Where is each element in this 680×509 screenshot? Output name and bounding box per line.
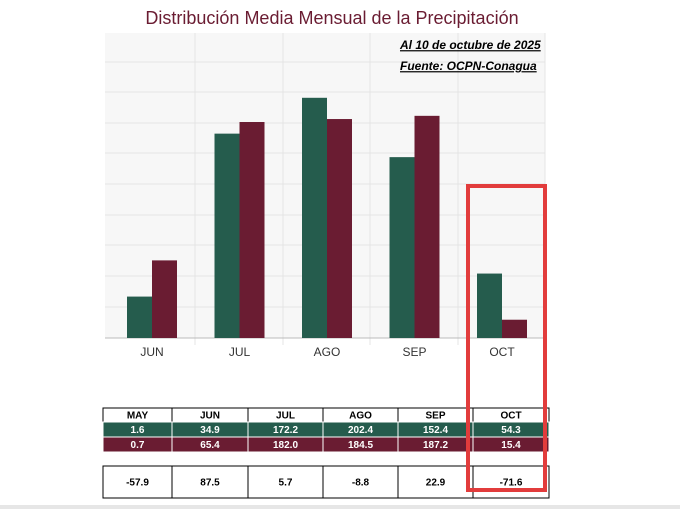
- highlight-box: [466, 184, 547, 492]
- table-header: OCT: [500, 411, 521, 422]
- bar: [389, 157, 415, 338]
- table-value: 65.4: [200, 440, 220, 451]
- bar: [152, 260, 177, 338]
- table-cell: [397, 465, 474, 499]
- table-value: -71.6: [500, 478, 523, 489]
- annotation: Al 10 de octubre de 2025: [399, 38, 541, 52]
- table-value: 187.2: [423, 440, 448, 451]
- bar: [502, 319, 527, 338]
- bars: JUN JUL AGO SEP OCT: [127, 97, 527, 359]
- table-value: 0.7: [131, 440, 145, 451]
- table-cell: [472, 436, 550, 453]
- bar: [477, 273, 502, 338]
- bar: [327, 119, 352, 338]
- table-cell: [171, 465, 249, 499]
- table-value: 1.6: [131, 425, 145, 436]
- x-tick-label: JUN: [140, 345, 163, 359]
- table-value: 87.5: [200, 478, 220, 489]
- table-value: 15.4: [501, 440, 521, 451]
- x-tick-label: SEP: [402, 345, 426, 359]
- data-table: MAY JUN JUL AGO SEP OCT 1.6 34.9 172.2 202.4 152.4…: [102, 407, 550, 499]
- table-header: JUL: [276, 411, 295, 422]
- bar: [302, 97, 327, 338]
- bottom-bar: [0, 505, 680, 509]
- table-header: AGO: [349, 411, 372, 422]
- x-tick-label: JUL: [229, 345, 251, 359]
- table-value: 172.2: [273, 425, 298, 436]
- table-value: 34.9: [200, 425, 220, 436]
- table-header: MAY: [127, 411, 149, 422]
- table-cell: [472, 465, 550, 499]
- table-cell: [322, 465, 399, 499]
- table-header: SEP: [425, 411, 445, 422]
- annotation: Fuente: OCPN-Conagua: [400, 59, 537, 73]
- x-tick-label: OCT: [489, 345, 515, 359]
- bar: [414, 115, 440, 338]
- table-value: -8.8: [352, 478, 370, 489]
- bar: [214, 133, 240, 338]
- table-value: 22.9: [426, 478, 446, 489]
- table-cell: [247, 465, 324, 499]
- table-value: 5.7: [279, 478, 293, 489]
- table-value: 182.0: [273, 440, 298, 451]
- table-value: 184.5: [348, 440, 373, 451]
- bar: [127, 296, 152, 338]
- table-value: -57.9: [126, 478, 149, 489]
- x-tick-label: AGO: [314, 345, 341, 359]
- table-cell: [102, 465, 173, 499]
- table-value: 54.3: [501, 425, 521, 436]
- bar: [239, 122, 265, 338]
- chart-title: Distribución Media Mensual de la Precipi…: [145, 8, 518, 28]
- table-value: 202.4: [348, 425, 373, 436]
- table-value: 152.4: [423, 425, 448, 436]
- table-header: JUN: [200, 411, 220, 422]
